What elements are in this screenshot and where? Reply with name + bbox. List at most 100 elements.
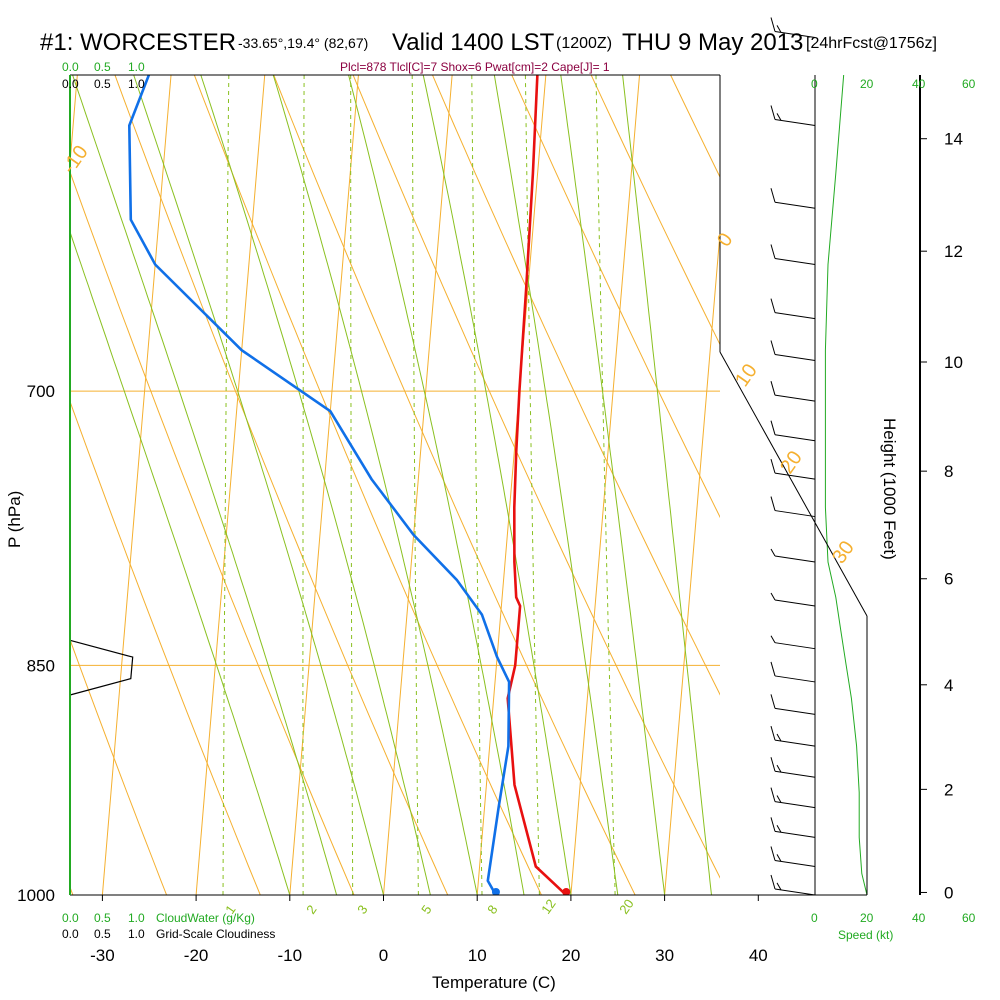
moist-adiabat [72,75,338,895]
forecast-info: [24hrFcst@1756z] [806,35,937,52]
dry-adiabat [859,0,1000,895]
height-tick-label: 6 [944,570,953,589]
wind-barb-flag [776,854,782,862]
cloudiness-scale-top: 0.0 0.5 1.0 [62,77,145,91]
wind-barb-flag [770,17,776,32]
x-tick-label: 30 [655,946,674,965]
dry-adiabat [360,0,1000,895]
isotherm [476,75,547,895]
wind-barb-flag [776,733,782,742]
x-tick-label: 10 [468,946,487,965]
wind-barb-flag [770,105,776,120]
wind-barb [770,757,816,778]
dry-adiabat [609,0,1000,895]
dry-adiabat [485,0,1000,895]
station-coords: -33.65°,19.4° (82,67) [238,35,368,51]
wind-barb [770,496,816,518]
isotherm-label: -10 [58,142,93,178]
wind-barb-flag [770,874,776,890]
wind-barb-flag [770,592,776,601]
speed-scale-bottom-1: 20 [860,911,874,925]
speed-label: Speed (kt) [838,928,893,942]
mixing-ratio-label: 5 [418,902,434,917]
wind-barb [770,340,816,362]
wind-barb-flag [770,635,776,643]
isotherm [70,75,78,169]
wind-barb [770,548,816,563]
wind-barb-staff [774,599,816,607]
dry-adiabat [431,75,720,696]
wind-barb [770,592,816,607]
cloudiness-line-1 [69,639,134,696]
cloudwater-bottom-2: 1.0 [128,911,145,925]
wind-panel [770,17,816,896]
wind-barb [770,244,816,266]
wind-barb-staff [774,118,816,126]
isotherm [195,75,266,895]
height-tick-label: 8 [944,462,953,481]
wind-barb-flag [770,496,776,511]
mixing-ratio-label: 20 [616,896,637,916]
speed-scale-bottom-3: 60 [962,911,976,925]
y-tick-label: 850 [27,656,55,675]
wind-barb-flag [776,113,782,121]
wind-barb [770,787,816,809]
wind-barb-flag [770,757,776,772]
height-tick-label: 10 [944,353,963,372]
speed-scale-top-1: 20 [860,77,874,91]
moist-adiabat [272,75,478,895]
dry-adiabat [423,0,1000,895]
cloudwater-bottom-1: 0.5 [94,911,111,925]
wind-barb-flag [770,787,776,802]
isotherm [758,75,827,895]
wind-barb-staff [774,201,816,209]
height-tick-label: 2 [944,780,953,799]
wind-barb [770,17,816,39]
forecast-date: THU 9 May 2013 [622,29,803,56]
mixing-ratio-line [411,75,419,895]
dry-adiabat [114,75,449,895]
cloudiness-scale-2: 1.0 [128,77,145,91]
wind-barb-flag [776,882,782,891]
speed-scale-bottom-2: 40 [912,911,926,925]
cloudwater-scale-top: 0.0 0.5 1.0 [62,60,145,74]
speed-scale-top-3: 60 [962,77,976,91]
wind-barb [770,381,816,402]
dry-adiabat [273,75,636,895]
moist-adiabat [348,75,525,895]
wind-barb [770,298,816,320]
wind-barb-staff [774,675,816,683]
mixing-ratio-line [222,75,230,895]
isotherm [289,75,359,895]
wind-barb-staff [774,770,816,778]
wind-barb-flag [770,548,776,557]
wind-barb-staff [774,312,816,320]
isotherm [383,75,453,895]
wind-barb [770,459,816,480]
height-tick-label: 12 [944,242,963,261]
wind-barb [770,726,816,747]
wind-barb-flag [770,817,776,832]
mixing-ratio-label: 3 [354,902,370,917]
cloudiness-bottom-0: 0.0 [62,927,79,941]
dewpoint-profile [127,75,511,895]
speed-scale-top: 0 20 40 60 [811,77,976,91]
wind-barb-staff [774,472,816,480]
isotherm-label: 10 [731,360,762,391]
temperature-profile [506,75,568,895]
dry-adiabat [352,75,720,879]
dry-adiabat [70,170,355,895]
cloudwater-scale-1: 0.5 [94,60,111,74]
wind-barb-flag [776,25,782,33]
cloudwater-label: CloudWater (g/Kg) [156,911,255,925]
speed-scale-bottom: 0 20 40 60 Speed (kt) [811,911,976,942]
wind-barb-flag [770,298,776,313]
mixing-ratio-line [302,75,305,895]
y-axis-title: P (hPa) [5,491,24,548]
cloudiness-label: Grid-Scale Cloudiness [156,927,275,941]
wind-barb-staff [774,830,816,838]
wind-barb-flag [776,824,782,833]
moist-adiabat [70,230,291,895]
right-axis-title: Height (1000 Feet) [880,418,899,560]
